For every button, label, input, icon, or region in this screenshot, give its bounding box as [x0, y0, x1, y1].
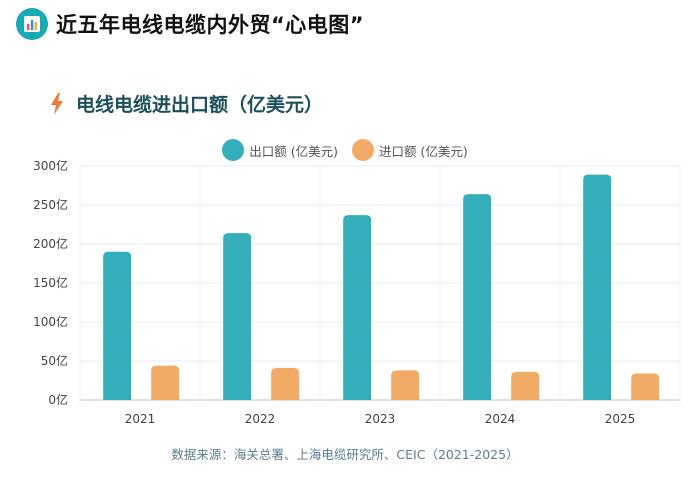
- page-title: 近五年电线电缆内外贸“心电图”: [56, 13, 365, 37]
- legend-label-export: 出口额 (亿美元): [249, 143, 338, 159]
- y-tick-label: 150亿: [33, 275, 68, 290]
- y-tick-label: 250亿: [33, 197, 68, 212]
- bar-chart-icon: [16, 8, 48, 40]
- import-bar: [271, 368, 300, 400]
- export-bar: [343, 215, 372, 400]
- y-tick-label: 0亿: [48, 392, 68, 407]
- export-bar: [103, 251, 132, 400]
- y-tick-label: 100亿: [33, 314, 68, 329]
- legend-swatch-import: [352, 139, 374, 161]
- x-tick-label: 2021: [125, 412, 156, 426]
- page-header: 近五年电线电缆内外贸“心电图”: [16, 8, 364, 40]
- chart-header: 电线电缆进出口额（亿美元）: [50, 90, 323, 117]
- x-tick-label: 2023: [365, 412, 396, 426]
- x-tick-label: 2022: [245, 412, 276, 426]
- legend-item-export[interactable]: 出口额 (亿美元): [222, 139, 338, 161]
- x-tick-label: 2025: [605, 412, 636, 426]
- legend-item-import[interactable]: 进口额 (亿美元): [352, 139, 468, 161]
- data-source-note: 数据来源：海关总署、上海电缆研究所、CEIC（2021-2025）: [171, 447, 519, 462]
- export-bar: [583, 174, 612, 400]
- export-bar: [223, 233, 252, 400]
- import-bar: [631, 373, 660, 400]
- import-bar: [151, 365, 180, 400]
- y-tick-label: 300亿: [33, 158, 68, 173]
- import-bar: [511, 371, 540, 400]
- lightning-icon: [51, 92, 63, 115]
- legend-label-import: 进口额 (亿美元): [379, 143, 468, 159]
- import-bar: [391, 370, 420, 400]
- chart-legend: 出口额 (亿美元) 进口额 (亿美元): [0, 139, 690, 161]
- legend-swatch-export: [222, 139, 245, 161]
- y-tick-label: 50亿: [41, 353, 68, 368]
- x-tick-label: 2024: [485, 412, 516, 426]
- export-bar: [463, 194, 492, 400]
- chart-title: 电线电缆进出口额（亿美元）: [76, 94, 324, 116]
- y-tick-label: 200亿: [33, 236, 68, 251]
